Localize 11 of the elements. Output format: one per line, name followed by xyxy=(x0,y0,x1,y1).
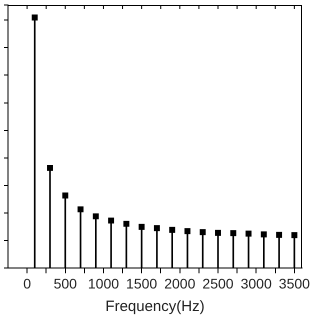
x-tick-label: 0 xyxy=(23,275,32,292)
x-tick-label: 2000 xyxy=(164,275,196,292)
x-tick-label: 2500 xyxy=(202,275,234,292)
x-axis-title: Frequency(Hz) xyxy=(105,298,205,316)
point xyxy=(291,232,298,238)
x-tick-label: 500 xyxy=(54,275,78,292)
x-tick-label: 1000 xyxy=(88,275,120,292)
x-tick-label: 3500 xyxy=(278,275,310,292)
point xyxy=(154,225,160,232)
x-tick-label: 1500 xyxy=(126,275,158,292)
x-tick-label: 3000 xyxy=(240,275,272,292)
